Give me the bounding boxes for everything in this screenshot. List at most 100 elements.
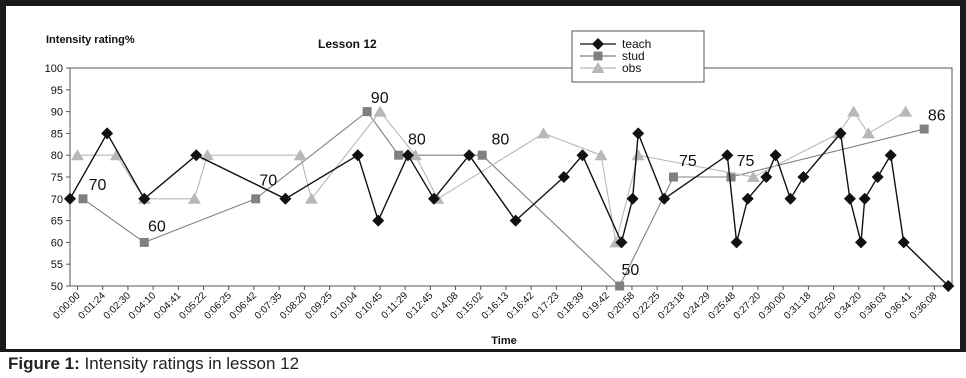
- data-point-stud: [477, 150, 487, 160]
- data-point-teach: [557, 171, 570, 183]
- data-point-teach: [942, 280, 955, 292]
- caption-text: Intensity ratings in lesson 12: [84, 354, 300, 373]
- series-obs: [70, 105, 913, 248]
- data-point-teach: [401, 149, 414, 162]
- data-point-obs: [847, 105, 861, 117]
- caption-label: Figure 1:: [8, 354, 80, 373]
- data-label: 75: [679, 153, 697, 170]
- data-point-stud: [394, 150, 404, 160]
- data-label: 50: [621, 262, 639, 279]
- data-point-teach: [855, 236, 868, 249]
- y-tick-label: 80: [51, 150, 63, 162]
- data-point-teach: [351, 149, 364, 162]
- data-label: 60: [148, 219, 166, 236]
- data-label: 75: [737, 153, 755, 170]
- data-point-teach: [721, 149, 734, 162]
- chart-title: Lesson 12: [318, 37, 377, 51]
- y-tick-label: 65: [51, 216, 63, 228]
- left-border: [0, 0, 6, 352]
- figure-caption: Figure 1: Intensity ratings in lesson 12: [8, 354, 299, 374]
- data-point-teach: [760, 171, 773, 183]
- data-point-teach: [769, 149, 782, 162]
- data-point-teach: [138, 192, 151, 205]
- legend-label-obs: obs: [622, 61, 641, 75]
- x-tick-label: 0:10:45: [354, 290, 386, 322]
- chart-annotations: 70 60 70 90 80 80 50 75 75 86: [89, 90, 946, 279]
- data-point-obs: [899, 105, 913, 117]
- series-stud: [78, 107, 929, 291]
- y-axis-label: Intensity rating%: [46, 34, 135, 46]
- data-point-obs: [109, 149, 123, 161]
- y-tick-label: 55: [51, 259, 63, 271]
- y-tick-label: 70: [51, 194, 63, 206]
- y-tick-label: 100: [45, 63, 63, 75]
- data-point-obs: [746, 171, 760, 182]
- y-tick-label: 50: [51, 281, 63, 293]
- y-tick-label: 90: [51, 107, 63, 119]
- data-point-teach: [626, 192, 639, 205]
- data-point-obs: [536, 127, 550, 139]
- series-line-teach: [69, 131, 949, 287]
- data-point-teach: [741, 192, 754, 205]
- data-point-teach: [871, 171, 884, 183]
- data-point-stud: [726, 172, 736, 182]
- data-point-obs: [293, 149, 307, 161]
- data-point-teach: [190, 149, 203, 162]
- legend-label-teach: teach: [622, 37, 651, 51]
- y-tick-labels: 50 55 60 65 70 75 80 85 90 95 100: [45, 63, 70, 293]
- data-point-teach: [427, 192, 440, 205]
- data-point-obs: [70, 149, 84, 161]
- data-point-obs: [373, 105, 387, 117]
- y-tick-label: 75: [51, 172, 63, 184]
- data-point-teach: [372, 214, 385, 227]
- data-point-teach: [858, 192, 871, 205]
- intensity-chart: 50 55 60 65 70 75 80 85 90 95 100 0:00:000:01:240:…: [45, 30, 955, 347]
- data-point-teach: [463, 149, 476, 162]
- data-point-stud: [919, 124, 929, 134]
- data-point-stud: [615, 281, 625, 291]
- legend-marker-stud: [593, 51, 603, 61]
- data-point-teach: [279, 192, 292, 205]
- series-line-stud: [82, 110, 925, 287]
- data-point-obs: [408, 149, 422, 161]
- data-point-teach: [576, 149, 589, 162]
- data-point-obs: [631, 149, 645, 161]
- legend-marker-obs: [591, 62, 605, 73]
- data-label: 90: [371, 90, 389, 107]
- data-point-teach: [884, 149, 897, 162]
- data-point-obs: [304, 192, 318, 204]
- y-tick-label: 95: [51, 85, 63, 97]
- series-teach: [64, 127, 955, 292]
- data-point-teach: [897, 236, 910, 249]
- data-point-teach: [658, 192, 671, 205]
- data-point-stud: [78, 194, 88, 204]
- data-point-obs: [187, 192, 201, 204]
- data-label: 80: [492, 131, 510, 148]
- y-tick-label: 85: [51, 128, 63, 140]
- data-point-stud: [362, 107, 372, 117]
- data-label: 70: [89, 177, 107, 194]
- x-tick-label: 0:36:08: [908, 290, 940, 322]
- top-border: [0, 0, 966, 6]
- plot-area-border: [69, 67, 953, 287]
- data-point-teach: [64, 192, 76, 205]
- data-point-teach: [843, 192, 856, 205]
- data-point-obs: [861, 127, 875, 139]
- chart-axes: [69, 67, 953, 287]
- legend-marker-teach: [592, 38, 604, 50]
- legend-label-stud: stud: [622, 49, 645, 63]
- data-point-teach: [797, 171, 810, 183]
- bottom-border: [0, 349, 966, 352]
- data-point-obs: [200, 149, 214, 161]
- data-point-teach: [101, 127, 114, 140]
- data-point-teach: [632, 127, 645, 140]
- chart-series: [64, 105, 955, 292]
- data-label: 70: [259, 173, 277, 190]
- y-tick-label: 60: [51, 237, 63, 249]
- data-label: 80: [408, 131, 426, 148]
- x-axis-label: Time: [491, 335, 516, 347]
- data-point-stud: [139, 237, 149, 247]
- data-label: 86: [928, 107, 946, 124]
